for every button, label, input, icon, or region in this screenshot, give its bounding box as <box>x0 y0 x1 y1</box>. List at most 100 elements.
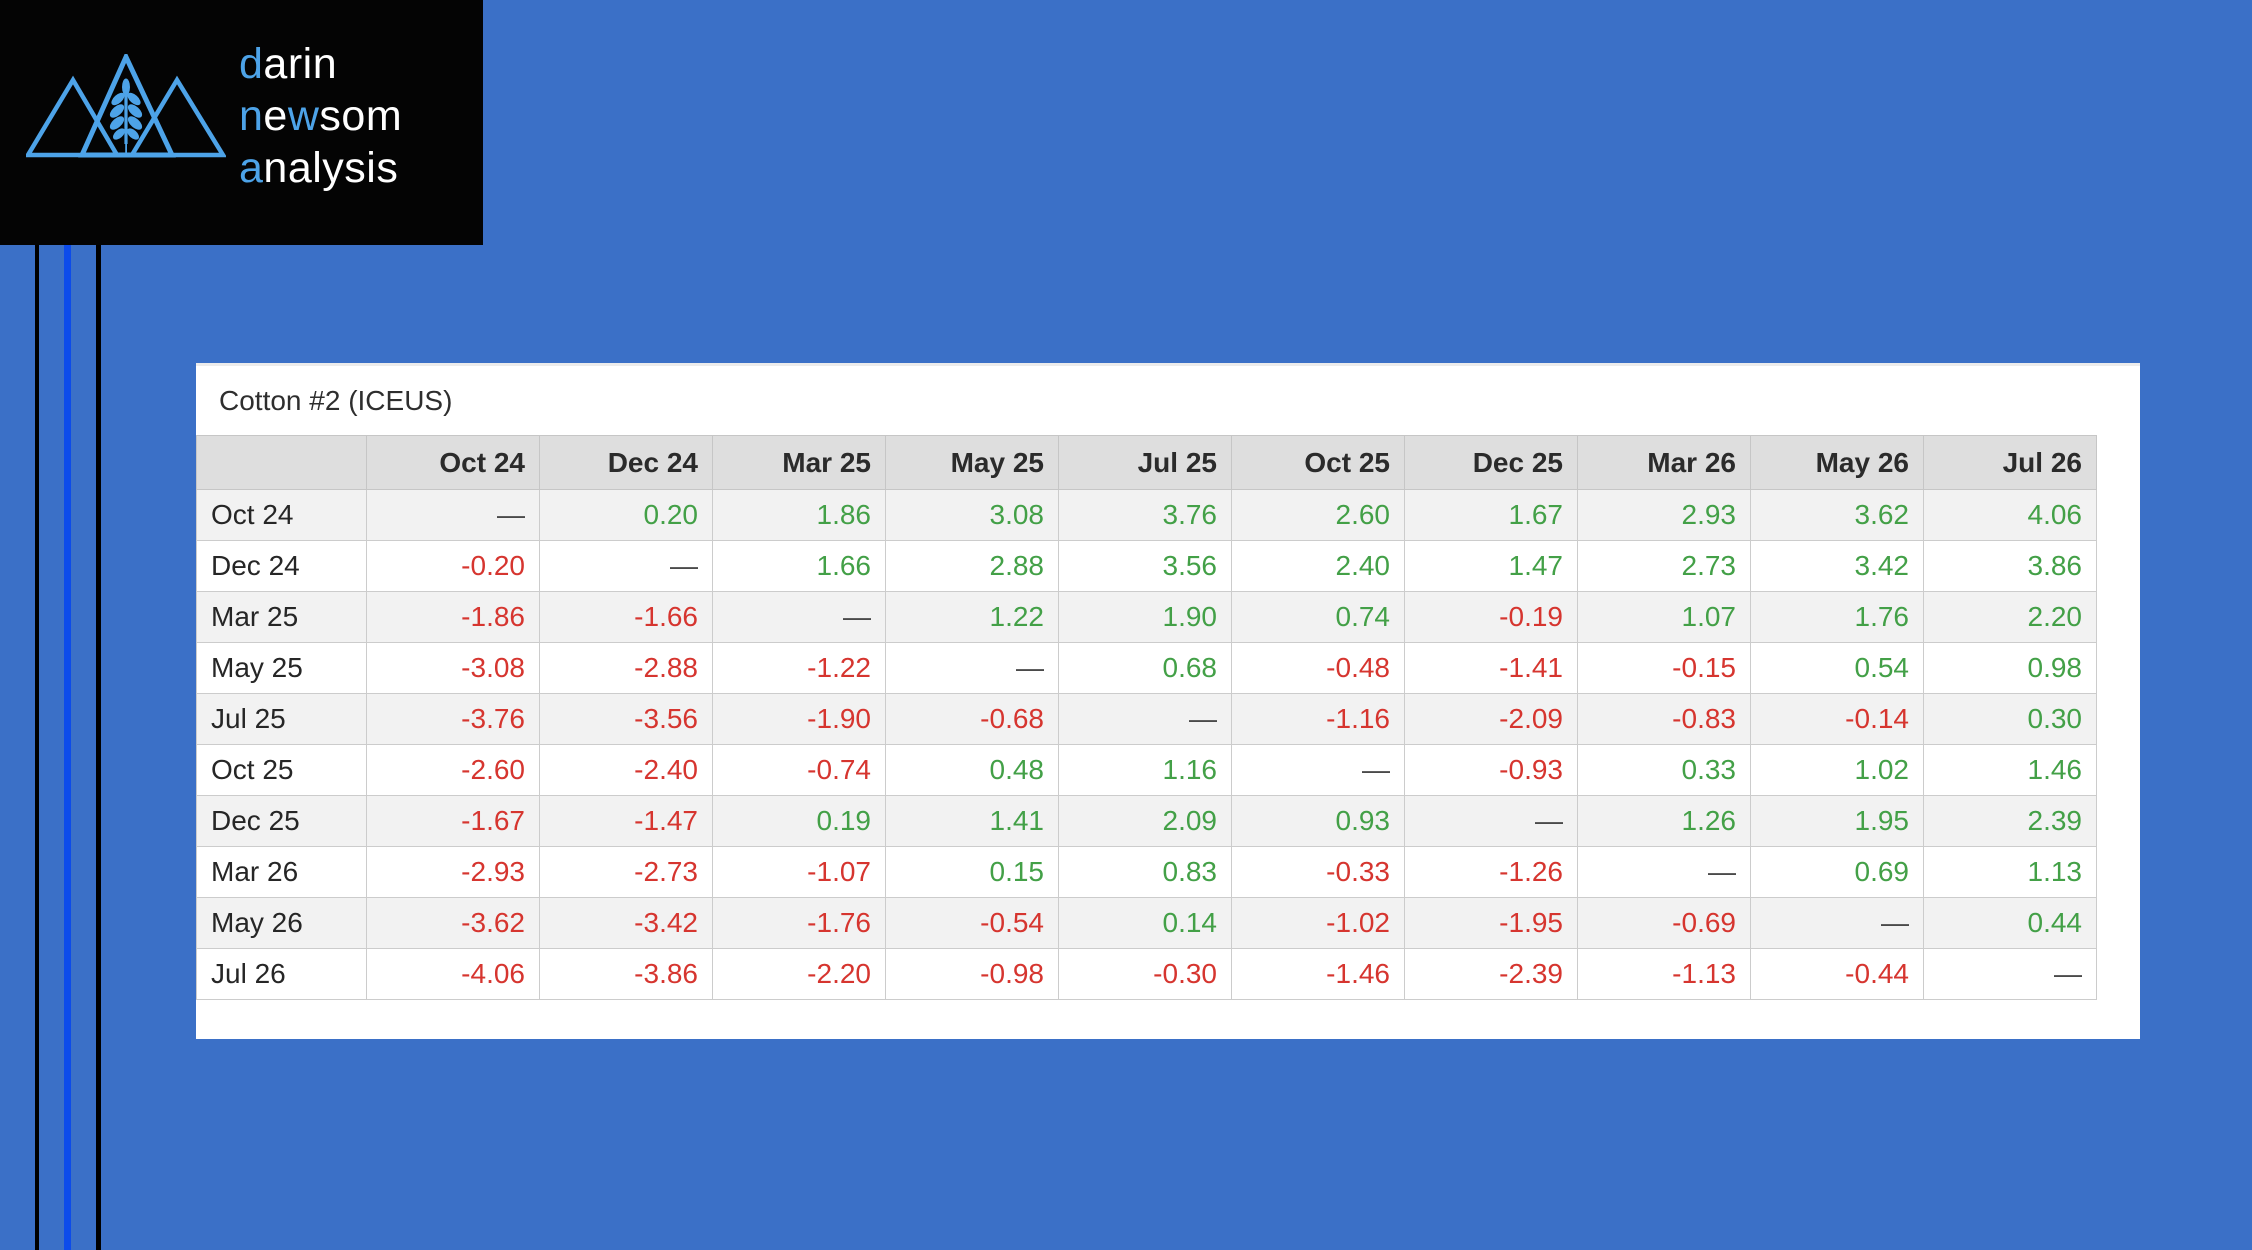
column-header-dec-24: Dec 24 <box>539 435 713 490</box>
spread-value-cell: -1.07 <box>712 846 886 898</box>
spread-value-cell: 2.39 <box>1923 795 2097 847</box>
spread-value-cell: -2.93 <box>366 846 540 898</box>
row-header-dec-25: Dec 25 <box>196 795 367 847</box>
column-header-mar-25: Mar 25 <box>712 435 886 490</box>
spread-value-cell: 1.90 <box>1058 591 1232 643</box>
spread-value-cell: -2.73 <box>539 846 713 898</box>
spread-value-cell: 0.93 <box>1231 795 1405 847</box>
row-header-oct-25: Oct 25 <box>196 744 367 796</box>
spread-value-cell: 3.86 <box>1923 540 2097 592</box>
spread-value-cell: -0.44 <box>1750 948 1924 1000</box>
spread-value-cell: 0.19 <box>712 795 886 847</box>
logo-text-segment: nalysis <box>263 144 399 192</box>
table-row-mar-25: Mar 25 -1.86 -1.66—1.22 1.90 0.74 -0.19 1.07 1.… <box>196 591 2097 643</box>
spread-value-cell: 3.76 <box>1058 489 1232 541</box>
spread-value-cell: — <box>366 489 540 541</box>
spread-value-cell: -0.20 <box>366 540 540 592</box>
spread-value-cell: -2.20 <box>712 948 886 1000</box>
table-row-jul-26: Jul 26 -4.06 -3.86 -2.20 -0.98 -0.30 -1.46 -2.3… <box>196 948 2097 1000</box>
table-row-oct-24: Oct 24—0.20 1.86 3.08 3.76 2.60 1.67 2.93 3.62 4… <box>196 489 2097 541</box>
logo-text-segment: e <box>263 92 288 140</box>
spread-value-cell: — <box>1404 795 1578 847</box>
spread-value-cell: -1.76 <box>712 897 886 949</box>
logo-text-segment: som <box>319 92 403 140</box>
table-row-dec-25: Dec 25 -1.67 -1.47 0.19 1.41 2.09 0.93—1.26 1.9… <box>196 795 2097 847</box>
spread-value-cell: 1.76 <box>1750 591 1924 643</box>
spread-value-cell: — <box>1058 693 1232 745</box>
spread-value-cell: -1.90 <box>712 693 886 745</box>
column-header-oct-25: Oct 25 <box>1231 435 1405 490</box>
logo-text-segment: w <box>287 92 320 140</box>
spread-value-cell: -0.33 <box>1231 846 1405 898</box>
column-header-oct-24: Oct 24 <box>366 435 540 490</box>
spread-value-cell: 0.20 <box>539 489 713 541</box>
spread-value-cell: 1.26 <box>1577 795 1751 847</box>
spread-value-cell: 2.93 <box>1577 489 1751 541</box>
corner-header-cell <box>196 435 367 490</box>
left-black-stripe-1 <box>35 245 39 1250</box>
spread-value-cell: 0.98 <box>1923 642 2097 694</box>
spread-value-cell: -1.95 <box>1404 897 1578 949</box>
spread-value-cell: -1.13 <box>1577 948 1751 1000</box>
spread-value-cell: — <box>885 642 1059 694</box>
spread-value-cell: -1.26 <box>1404 846 1578 898</box>
spread-value-cell: -3.42 <box>539 897 713 949</box>
column-header-jul-25: Jul 25 <box>1058 435 1232 490</box>
spread-value-cell: 3.08 <box>885 489 1059 541</box>
spread-value-cell: 0.74 <box>1231 591 1405 643</box>
spread-value-cell: -2.09 <box>1404 693 1578 745</box>
column-header-dec-25: Dec 25 <box>1404 435 1578 490</box>
spread-value-cell: 0.15 <box>885 846 1059 898</box>
spread-value-cell: -4.06 <box>366 948 540 1000</box>
spread-value-cell: -0.68 <box>885 693 1059 745</box>
spread-value-cell: -3.08 <box>366 642 540 694</box>
table-row-mar-26: Mar 26 -2.93 -2.73 -1.07 0.15 0.83 -0.33 -1.26—… <box>196 846 2097 898</box>
spread-value-cell: 0.44 <box>1923 897 2097 949</box>
spread-value-cell: 1.95 <box>1750 795 1924 847</box>
row-header-oct-24: Oct 24 <box>196 489 367 541</box>
spread-value-cell: -0.48 <box>1231 642 1405 694</box>
spread-value-cell: 3.62 <box>1750 489 1924 541</box>
spread-value-cell: 0.68 <box>1058 642 1232 694</box>
table-row-dec-24: Dec 24 -0.20—1.66 2.88 3.56 2.40 1.47 2.73 3.42… <box>196 540 2097 592</box>
spread-value-cell: — <box>1923 948 2097 1000</box>
row-header-may-25: May 25 <box>196 642 367 694</box>
logo-text-segment: arin <box>263 40 338 88</box>
row-header-jul-25: Jul 25 <box>196 693 367 745</box>
spread-value-cell: -1.46 <box>1231 948 1405 1000</box>
row-header-mar-26: Mar 26 <box>196 846 367 898</box>
spread-value-cell: -0.19 <box>1404 591 1578 643</box>
row-header-mar-25: Mar 25 <box>196 591 367 643</box>
table-row-oct-25: Oct 25 -2.60 -2.40 -0.74 0.48 1.16— -0.93 0.33 1… <box>196 744 2097 796</box>
spread-value-cell: -1.66 <box>539 591 713 643</box>
column-header-may-25: May 25 <box>885 435 1059 490</box>
spread-value-cell: -0.69 <box>1577 897 1751 949</box>
spread-value-cell: 0.48 <box>885 744 1059 796</box>
spread-value-cell: 2.09 <box>1058 795 1232 847</box>
spread-value-cell: -3.86 <box>539 948 713 1000</box>
spread-value-cell: -2.40 <box>539 744 713 796</box>
spread-value-cell: 2.88 <box>885 540 1059 592</box>
spread-value-cell: — <box>1577 846 1751 898</box>
spread-value-cell: 0.14 <box>1058 897 1232 949</box>
spread-value-cell: 1.13 <box>1923 846 2097 898</box>
spread-value-cell: 1.41 <box>885 795 1059 847</box>
spread-value-cell: 1.67 <box>1404 489 1578 541</box>
brand-logo-block: darin newsom analysis <box>0 0 483 245</box>
column-header-jul-26: Jul 26 <box>1923 435 2097 490</box>
spread-value-cell: -0.54 <box>885 897 1059 949</box>
spread-value-cell: 2.60 <box>1231 489 1405 541</box>
spread-value-cell: -1.16 <box>1231 693 1405 745</box>
spread-value-cell: 0.83 <box>1058 846 1232 898</box>
spread-value-cell: — <box>539 540 713 592</box>
spread-value-cell: -2.39 <box>1404 948 1578 1000</box>
panel-title: Cotton #2 (ICEUS) <box>219 384 453 416</box>
row-header-jul-26: Jul 26 <box>196 948 367 1000</box>
spread-value-cell: 0.69 <box>1750 846 1924 898</box>
spread-value-cell: -0.14 <box>1750 693 1924 745</box>
spread-value-cell: — <box>1750 897 1924 949</box>
spread-value-cell: -3.76 <box>366 693 540 745</box>
spread-value-cell: 1.46 <box>1923 744 2097 796</box>
spread-value-cell: 4.06 <box>1923 489 2097 541</box>
